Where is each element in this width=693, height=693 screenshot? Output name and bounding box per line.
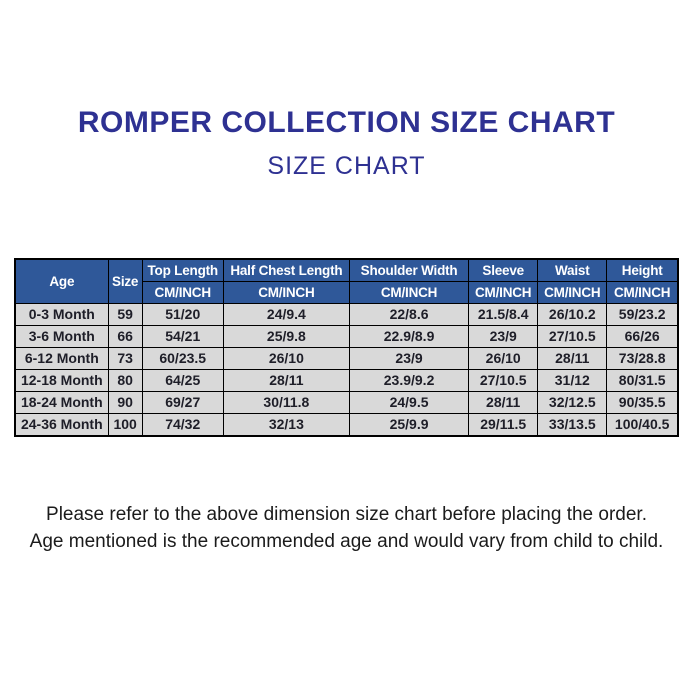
size-cell: 59 [107, 303, 143, 326]
measurement-cell: 90/35.5 [606, 391, 679, 414]
table-row: 18-24 Month 90 69/27 30/11.8 24/9.5 28/11 32/1… [14, 391, 679, 414]
table-row: 24-36 Month 100 74/32 32/13 25/9.9 29/11.5 33/… [14, 413, 679, 437]
footer-note-line1: Please refer to the above dimension size… [46, 504, 647, 525]
table-row: 3-6 Month 66 54/21 25/9.8 22.9/8.9 23/9 27/10.… [14, 325, 679, 348]
measurement-cell: 26/10 [468, 347, 539, 370]
measurement-cell: 51/20 [141, 303, 224, 326]
size-cell: 80 [107, 369, 143, 392]
measurement-cell: 27/10.5 [468, 369, 539, 392]
measurement-cell: 60/23.5 [141, 347, 224, 370]
measurement-cell: 31/12 [537, 369, 608, 392]
footer-note-line2: Age mentioned is the recommended age and… [29, 531, 664, 552]
size-table-container: Age Size Top Length Half Chest Length Sh… [14, 258, 679, 437]
age-cell: 18-24 Month [14, 391, 109, 414]
column-header-height: Height [606, 258, 679, 282]
column-header-waist: Waist [537, 258, 608, 282]
measurement-cell: 28/11 [537, 347, 608, 370]
measurement-cell: 33/13.5 [537, 413, 608, 437]
column-header-age: Age [14, 258, 109, 304]
measurement-cell: 24/9.5 [348, 391, 470, 414]
unit-header-waist: CM/INCH [537, 281, 608, 304]
table-row: 12-18 Month 80 64/25 28/11 23.9/9.2 27/10.5 31… [14, 369, 679, 392]
measurement-cell: 23/9 [468, 325, 539, 348]
measurement-cell: 74/32 [141, 413, 224, 437]
age-cell: 6-12 Month [14, 347, 109, 370]
measurement-cell: 80/31.5 [606, 369, 679, 392]
measurement-cell: 25/9.9 [348, 413, 470, 437]
measurement-cell: 32/12.5 [537, 391, 608, 414]
measurement-cell: 25/9.8 [222, 325, 350, 348]
age-cell: 24-36 Month [14, 413, 109, 437]
size-cell: 73 [107, 347, 143, 370]
unit-header-half-chest-length: CM/INCH [222, 281, 350, 304]
measurement-cell: 73/28.8 [606, 347, 679, 370]
measurement-cell: 21.5/8.4 [468, 303, 539, 326]
table-row: 0-3 Month 59 51/20 24/9.4 22/8.6 21.5/8.4 26/1… [14, 303, 679, 326]
unit-header-top-length: CM/INCH [141, 281, 224, 304]
measurement-cell: 32/13 [222, 413, 350, 437]
measurement-cell: 28/11 [468, 391, 539, 414]
page-subtitle: SIZE CHART [267, 152, 426, 180]
measurement-cell: 59/23.2 [606, 303, 679, 326]
size-cell: 100 [107, 413, 143, 437]
size-cell: 66 [107, 325, 143, 348]
column-header-half-chest-length: Half Chest Length [222, 258, 350, 282]
size-table-body: 0-3 Month 59 51/20 24/9.4 22/8.6 21.5/8.4 26/1… [14, 303, 679, 437]
age-cell: 3-6 Month [14, 325, 109, 348]
size-table: Age Size Top Length Half Chest Length Sh… [14, 258, 679, 437]
unit-header-height: CM/INCH [606, 281, 679, 304]
measurement-cell: 26/10.2 [537, 303, 608, 326]
measurement-cell: 27/10.5 [537, 325, 608, 348]
measurement-cell: 22.9/8.9 [348, 325, 470, 348]
measurement-cell: 100/40.5 [606, 413, 679, 437]
measurement-cell: 30/11.8 [222, 391, 350, 414]
size-table-header: Age Size Top Length Half Chest Length Sh… [14, 258, 679, 304]
measurement-cell: 23/9 [348, 347, 470, 370]
measurement-cell: 28/11 [222, 369, 350, 392]
header-row-units: CM/INCH CM/INCH CM/INCH CM/INCH CM/INCH … [15, 281, 679, 304]
measurement-cell: 69/27 [141, 391, 224, 414]
measurement-cell: 54/21 [141, 325, 224, 348]
footer-note: Please refer to the above dimension size… [0, 501, 693, 555]
measurement-cell: 22/8.6 [348, 303, 470, 326]
measurement-cell: 26/10 [222, 347, 350, 370]
age-cell: 12-18 Month [14, 369, 109, 392]
unit-header-shoulder-width: CM/INCH [348, 281, 470, 304]
age-cell: 0-3 Month [14, 303, 109, 326]
column-header-size: Size [107, 258, 143, 304]
measurement-cell: 24/9.4 [222, 303, 350, 326]
size-cell: 90 [107, 391, 143, 414]
measurement-cell: 66/26 [606, 325, 679, 348]
measurement-cell: 29/11.5 [468, 413, 539, 437]
header-row-labels: Age Size Top Length Half Chest Length Sh… [14, 258, 679, 304]
column-header-top-length: Top Length [141, 258, 224, 282]
page-title: ROMPER COLLECTION SIZE CHART [77, 106, 616, 139]
unit-header-sleeve: CM/INCH [468, 281, 539, 304]
column-header-shoulder-width: Shoulder Width [348, 258, 470, 282]
table-row: 6-12 Month 73 60/23.5 26/10 23/9 26/10 28/11 73… [14, 347, 679, 370]
measurement-cell: 23.9/9.2 [348, 369, 470, 392]
column-header-sleeve: Sleeve [468, 258, 539, 282]
measurement-cell: 64/25 [141, 369, 224, 392]
